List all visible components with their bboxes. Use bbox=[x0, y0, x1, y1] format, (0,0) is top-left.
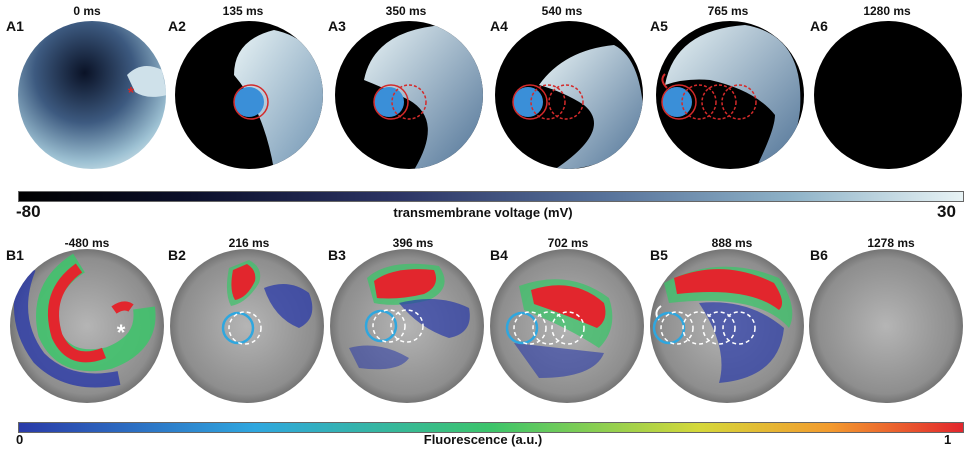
panel-time-a1: 0 ms bbox=[73, 4, 101, 18]
panel-time-a3: 350 ms bbox=[385, 4, 427, 18]
panel-tag-b6: B6 bbox=[810, 247, 828, 263]
fluorescence-colorbar bbox=[18, 422, 964, 433]
panel-time-a5: 765 ms bbox=[707, 4, 749, 18]
trace-circle bbox=[551, 311, 585, 345]
trace-circle bbox=[391, 84, 427, 120]
panel-tag-a1: A1 bbox=[6, 18, 24, 34]
dye-high-band bbox=[48, 263, 107, 363]
fluorescence-map-b4 bbox=[490, 249, 644, 403]
panel-tag-a6: A6 bbox=[810, 18, 828, 34]
dye-high-band bbox=[674, 269, 783, 310]
voltage-colorbar-min: -80 bbox=[16, 202, 41, 221]
tissue-disc bbox=[18, 21, 166, 169]
stimulus-circle bbox=[505, 311, 539, 345]
trace-circle bbox=[390, 309, 424, 343]
panel-tag-a3: A3 bbox=[328, 18, 346, 34]
wave-front bbox=[539, 45, 643, 169]
panel-time-b4: 702 ms bbox=[547, 236, 589, 250]
fluorescence-map-b2 bbox=[170, 249, 324, 403]
trace-circle bbox=[681, 84, 717, 120]
panel-time-b2: 216 ms bbox=[228, 236, 270, 250]
voltage-map-a5 bbox=[656, 21, 804, 169]
trace-circle bbox=[701, 84, 737, 120]
panel-tag-a4: A4 bbox=[490, 18, 508, 34]
dye-low-band bbox=[349, 345, 409, 370]
fluorescence-map-b3 bbox=[330, 249, 484, 403]
wave-front bbox=[234, 30, 323, 169]
trace-circle bbox=[702, 311, 736, 345]
stimulus-asterisk: * bbox=[128, 85, 135, 102]
dye-low-band bbox=[699, 302, 784, 383]
voltage-map-a1: * bbox=[18, 21, 166, 169]
panel-time-a4: 540 ms bbox=[541, 4, 583, 18]
wave-front bbox=[364, 25, 483, 169]
trace-circle bbox=[233, 84, 269, 120]
tissue-disc bbox=[809, 249, 963, 403]
trace-circle bbox=[721, 84, 757, 120]
stimulus-circle bbox=[364, 309, 398, 343]
panel-time-b6: 1278 ms bbox=[867, 236, 915, 250]
fluorescence-colorbar-title: Fluorescence (a.u.) bbox=[423, 432, 543, 447]
stimulus-asterisk: * bbox=[117, 320, 126, 345]
stimulus-circle bbox=[234, 87, 264, 117]
trace-circle bbox=[722, 311, 756, 345]
fluorescence-colorbar-max: 1 bbox=[944, 432, 952, 447]
dye-high-band bbox=[111, 301, 134, 314]
panel-time-a6: 1280 ms bbox=[863, 4, 911, 18]
panel-tag-b2: B2 bbox=[168, 247, 186, 263]
wave-front bbox=[665, 25, 801, 169]
panel-time-b1: -480 ms bbox=[64, 236, 110, 250]
trace-circle bbox=[660, 311, 694, 345]
trace-circle bbox=[372, 309, 406, 343]
trace-circle bbox=[228, 311, 262, 345]
dye-high-band bbox=[531, 285, 606, 328]
stimulus-circle bbox=[374, 87, 404, 117]
dye-low-band bbox=[514, 343, 604, 378]
panel-time-a2: 135 ms bbox=[222, 4, 264, 18]
panel-tag-b4: B4 bbox=[490, 247, 508, 263]
panel-time-b3: 396 ms bbox=[392, 236, 434, 250]
voltage-map-a4 bbox=[495, 21, 643, 169]
voltage-map-a2 bbox=[175, 21, 323, 169]
stimulus-circle bbox=[652, 311, 686, 345]
panel-tag-b5: B5 bbox=[650, 247, 668, 263]
voltage-colorbar bbox=[18, 191, 964, 202]
panel-tag-b1: B1 bbox=[6, 247, 24, 263]
dye-low-band bbox=[14, 265, 121, 388]
trace-circle bbox=[661, 84, 697, 120]
panel-tag-b3: B3 bbox=[328, 247, 346, 263]
panel-tag-a2: A2 bbox=[168, 18, 186, 34]
wave-front bbox=[127, 66, 166, 97]
trace-circle bbox=[373, 84, 409, 120]
trace-circle bbox=[530, 84, 566, 120]
voltage-colorbar-max: 30 bbox=[937, 202, 956, 221]
rotation-arrow bbox=[661, 73, 668, 89]
voltage-map-a6 bbox=[814, 21, 962, 169]
dye-high-band bbox=[374, 269, 437, 299]
fluorescence-colorbar-min: 0 bbox=[16, 432, 24, 447]
trace-circle bbox=[532, 311, 566, 345]
dye-low-band bbox=[399, 299, 470, 338]
fluorescence-map-b1: * bbox=[10, 249, 164, 403]
fluorescence-map-b6 bbox=[809, 249, 963, 403]
panel-tag-a5: A5 bbox=[650, 18, 668, 34]
dye-low-band bbox=[264, 284, 313, 328]
dye-high-band bbox=[231, 264, 256, 300]
trace-circle bbox=[682, 311, 716, 345]
voltage-colorbar-title: transmembrane voltage (mV) bbox=[393, 205, 573, 220]
trace-circle bbox=[513, 311, 547, 345]
fluorescence-map-b5 bbox=[650, 249, 804, 403]
panel-time-b5: 888 ms bbox=[711, 236, 753, 250]
trace-circle bbox=[512, 84, 548, 120]
tissue-disc bbox=[814, 21, 962, 169]
stimulus-circle bbox=[513, 87, 543, 117]
trace-circle bbox=[548, 84, 584, 120]
voltage-map-a3 bbox=[335, 21, 483, 169]
